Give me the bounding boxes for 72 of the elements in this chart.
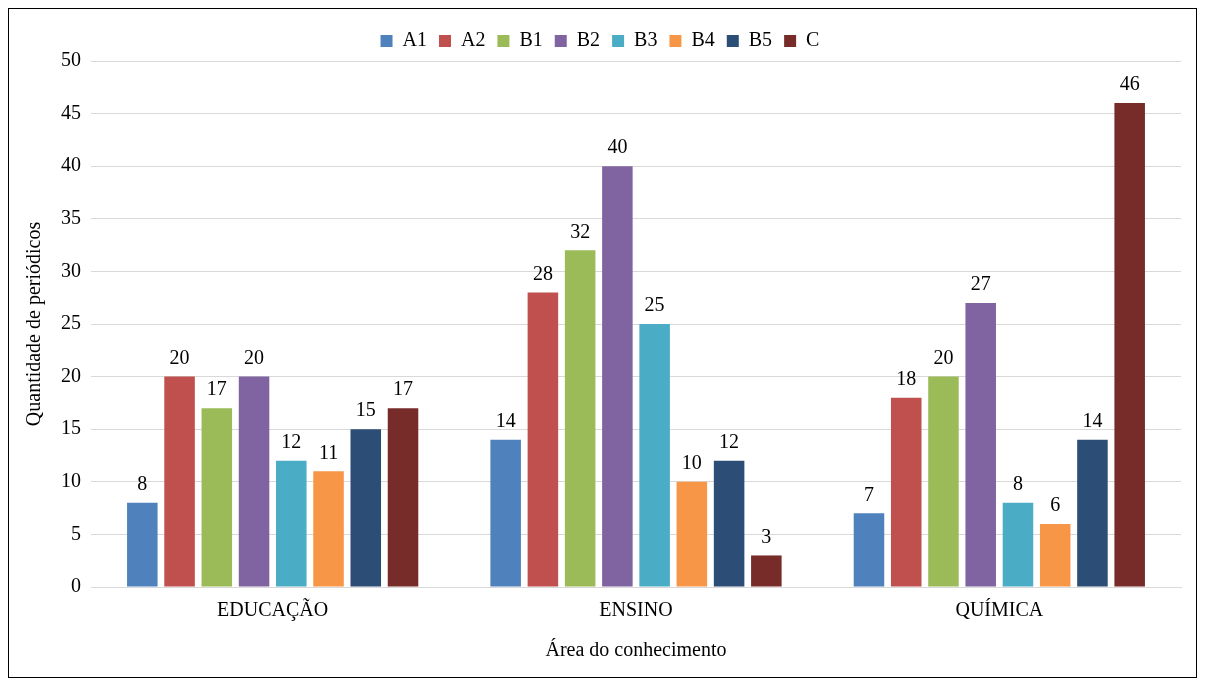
data-label: 8	[1012, 472, 1023, 495]
bar	[965, 302, 996, 587]
data-label: 27	[970, 272, 991, 295]
bar	[201, 408, 233, 587]
y-tick-label: 30	[61, 258, 81, 281]
data-label: 11	[318, 440, 339, 463]
bar	[713, 460, 745, 587]
bar	[387, 408, 419, 587]
legend-label: A2	[460, 28, 486, 51]
y-tick-label: 0	[71, 574, 81, 597]
y-tick-label: 45	[61, 100, 81, 123]
bar	[350, 429, 382, 587]
data-label: 6	[1050, 493, 1061, 516]
data-label: 14	[495, 408, 516, 431]
bar	[1114, 103, 1145, 587]
bar	[639, 324, 670, 587]
bar	[751, 555, 782, 587]
bar	[276, 460, 307, 587]
bar	[164, 376, 195, 587]
bar	[676, 481, 708, 587]
y-tick-label: 20	[61, 363, 81, 386]
bar	[928, 376, 959, 587]
data-label: 20	[244, 345, 265, 368]
bar	[527, 292, 559, 587]
data-label: 28	[532, 261, 553, 284]
data-label: 7	[863, 482, 874, 505]
x-tick-label: QUÍMICA	[955, 598, 1044, 621]
y-tick-label: 40	[61, 153, 81, 176]
data-label: 17	[393, 377, 414, 400]
data-label: 14	[1082, 408, 1103, 431]
bar	[490, 439, 521, 587]
data-label: 40	[607, 135, 628, 158]
y-tick-label: 15	[61, 416, 81, 439]
data-label: 46	[1119, 72, 1140, 95]
y-tick-label: 35	[61, 206, 81, 229]
y-axis-title: Quantidade de periódicos	[22, 221, 46, 427]
bar	[1039, 523, 1071, 587]
x-axis-title: Área do conhecimento	[545, 638, 727, 661]
data-label: 12	[281, 430, 302, 453]
data-label: 3	[761, 524, 772, 547]
legend-label: A1	[402, 28, 427, 51]
bar	[1002, 502, 1034, 587]
data-label: 20	[933, 345, 954, 368]
legend-label: B2	[576, 28, 601, 51]
bar	[238, 376, 270, 587]
x-tick-label: ENSINO	[599, 598, 673, 621]
data-label: 8	[137, 472, 148, 495]
legend-label: B1	[519, 28, 543, 51]
data-label: 12	[719, 430, 740, 453]
data-label: 25	[644, 293, 665, 316]
x-tick-label: EDUCAÇÃO	[217, 597, 329, 622]
data-label: 18	[896, 366, 917, 389]
legend-label: B4	[691, 28, 715, 51]
data-label: 17	[206, 377, 227, 400]
bar	[853, 513, 885, 587]
y-tick-label: 50	[61, 48, 81, 71]
y-tick-label: 25	[61, 311, 81, 334]
bar	[1077, 439, 1108, 587]
bar	[890, 397, 922, 587]
bar	[564, 250, 596, 587]
y-tick-label: 5	[71, 521, 81, 544]
data-label: 15	[355, 398, 376, 421]
bar	[127, 502, 158, 587]
data-label: 32	[570, 219, 591, 242]
y-tick-label: 10	[61, 469, 81, 492]
legend-label: C	[806, 28, 820, 51]
bar	[313, 471, 344, 587]
legend-label: B3	[634, 28, 658, 51]
data-label: 20	[169, 345, 190, 368]
legend-label: B5	[748, 28, 773, 51]
bar	[602, 166, 633, 587]
data-label: 10	[681, 451, 702, 474]
